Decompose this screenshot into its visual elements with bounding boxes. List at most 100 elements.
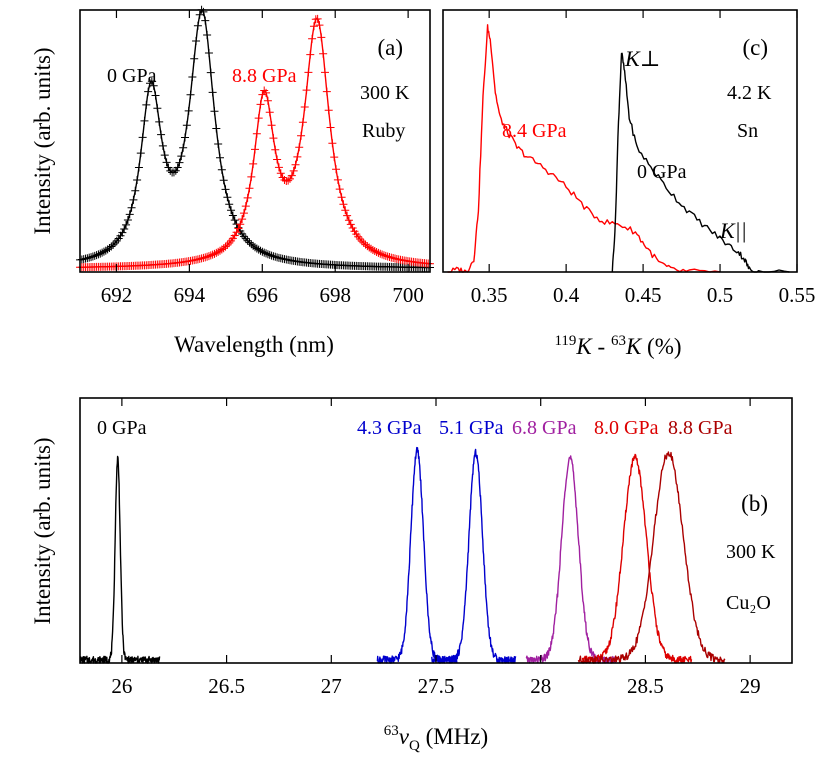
panel-a-point: [90, 251, 99, 260]
panel-a-point: [357, 237, 366, 246]
panel-a-point: [245, 238, 254, 247]
panel-b-annotation-43gpa: 4.3 GPa: [357, 417, 422, 439]
panel-a-point: [271, 145, 280, 154]
panel-a-point: [219, 176, 228, 185]
panel-a-point: [374, 248, 383, 257]
panel-a-point: [344, 216, 353, 225]
panel-a-point: [321, 68, 329, 77]
panel-c-frame: [442, 9, 798, 273]
panel-c-curves: [447, 24, 790, 273]
panel-a-point: [289, 166, 298, 175]
panel-a-point: [383, 252, 392, 261]
panel-a-point: [87, 253, 96, 262]
panel-a-point: [109, 240, 118, 249]
panel-a-annotation-88gpa: 8.8 GPa: [232, 65, 297, 87]
panel-b-xtick-label: 26: [111, 674, 132, 698]
panel-a-point: [260, 248, 269, 257]
panel-a-point: [129, 195, 138, 204]
panel-a-point: [149, 81, 158, 90]
panel-c-xtick-label: 0.45: [625, 283, 662, 307]
panel-c-xlabel: 119K - 63K (%): [554, 333, 681, 359]
panel-a-point: [98, 248, 107, 257]
panel-a-point: [252, 129, 261, 138]
panel-a-point: [251, 145, 259, 154]
panel-c: 0.35 0.4 0.45 0.5 0.55 119K - 63K (%) (c) 8.…: [442, 9, 815, 359]
panel-a-point: [162, 158, 171, 167]
panel-c-annotation-sn: Sn: [737, 120, 758, 142]
panel-b-xtick-label: 28.5: [627, 674, 664, 698]
panel-b-xlabel-tail: (MHz): [420, 724, 488, 749]
panel-a-point: [199, 253, 208, 262]
panel-a-point: [339, 200, 348, 209]
panel-a-point: [256, 100, 265, 109]
panel-a-series-markers: [76, 14, 434, 272]
panel-a-point: [343, 211, 352, 220]
panel-a-point: [298, 118, 307, 127]
panel-b-annotation-cu2o: Cu₂O: [726, 592, 771, 614]
panel-a-point: [274, 163, 283, 172]
panel-a-point: [333, 175, 342, 184]
panel-a-point: [181, 133, 189, 142]
panel-a-point: [234, 224, 243, 233]
panel-a-point: [337, 193, 346, 202]
panel-a-point: [153, 104, 162, 113]
panel-a-point: [105, 244, 114, 253]
panel-a-point: [269, 252, 278, 261]
panel-a-point: [190, 54, 199, 63]
panel-a-point: [267, 251, 276, 260]
panel-a-point: [308, 34, 317, 43]
panel-a-point: [256, 246, 265, 255]
panel-a-point: [381, 251, 390, 260]
panel-a-point: [133, 175, 142, 184]
panel-b-xlabel-sup: 63: [384, 723, 399, 739]
panel-c-annotation-0gpa: 0 GPa: [637, 161, 687, 183]
panel-a-point: [92, 251, 101, 260]
panel-c-label: (c): [742, 35, 768, 60]
panel-a-point: [280, 176, 289, 185]
panel-a-xtick-label: 698: [319, 283, 351, 307]
panel-a-point: [140, 116, 149, 125]
panel-a-point: [221, 242, 230, 251]
panel-a-point: [295, 143, 304, 152]
panel-a-point: [169, 168, 178, 177]
panel-a-point: [182, 121, 191, 130]
panel-a-point: [348, 224, 357, 233]
panel-b-series-line: [581, 453, 693, 664]
panel-b-annotation-88gpa: 8.8 GPa: [668, 417, 733, 439]
panel-a-point: [171, 166, 180, 175]
panel-a-point: [160, 151, 169, 160]
panel-a-point: [379, 251, 388, 260]
panel-a-point: [230, 216, 239, 225]
panel-a-point: [177, 152, 186, 161]
panel-b-annotation-0gpa: 0 GPa: [97, 417, 147, 439]
panel-a-annotation-ruby: Ruby: [362, 120, 405, 142]
panel-b-series-line: [525, 455, 617, 664]
panel-a-point: [243, 236, 252, 245]
panel-b-ticks: 26 26.5 27 27.5 28 28.5 29: [111, 398, 761, 698]
panel-a-point: [134, 163, 143, 172]
panel-c-ticks: 0.35 0.4 0.45 0.5 0.55: [471, 10, 815, 307]
panel-a-annotation-0gpa: 0 GPa: [107, 65, 157, 87]
panel-c-xlabel-k2: K: [625, 334, 643, 359]
panel-b-ylabel: Intensity (arb. units): [30, 437, 55, 624]
panel-a-point: [319, 49, 328, 58]
panel-a-point: [212, 124, 221, 133]
panel-a-point: [258, 247, 267, 256]
panel-c-annotation-kpar: K||: [719, 218, 747, 243]
panel-a-xtick-label: 692: [101, 283, 133, 307]
panel-a-point: [265, 250, 274, 259]
panel-a-point: [184, 106, 193, 115]
panel-a-point: [186, 90, 195, 99]
panel-b-series-line: [577, 451, 726, 664]
panel-a-point: [201, 253, 210, 262]
panel-b-annotation-temp: 300 K: [726, 541, 776, 563]
panel-b-series-line: [431, 448, 517, 664]
panel-c-xtick-label: 0.35: [471, 283, 508, 307]
panel-a-point: [94, 250, 103, 259]
panel-b-xtick-label: 29: [740, 674, 761, 698]
panel-a-point: [376, 249, 385, 258]
panel-a-point: [227, 206, 236, 215]
panel-a-point: [324, 106, 333, 115]
panel-a-point: [217, 165, 226, 174]
